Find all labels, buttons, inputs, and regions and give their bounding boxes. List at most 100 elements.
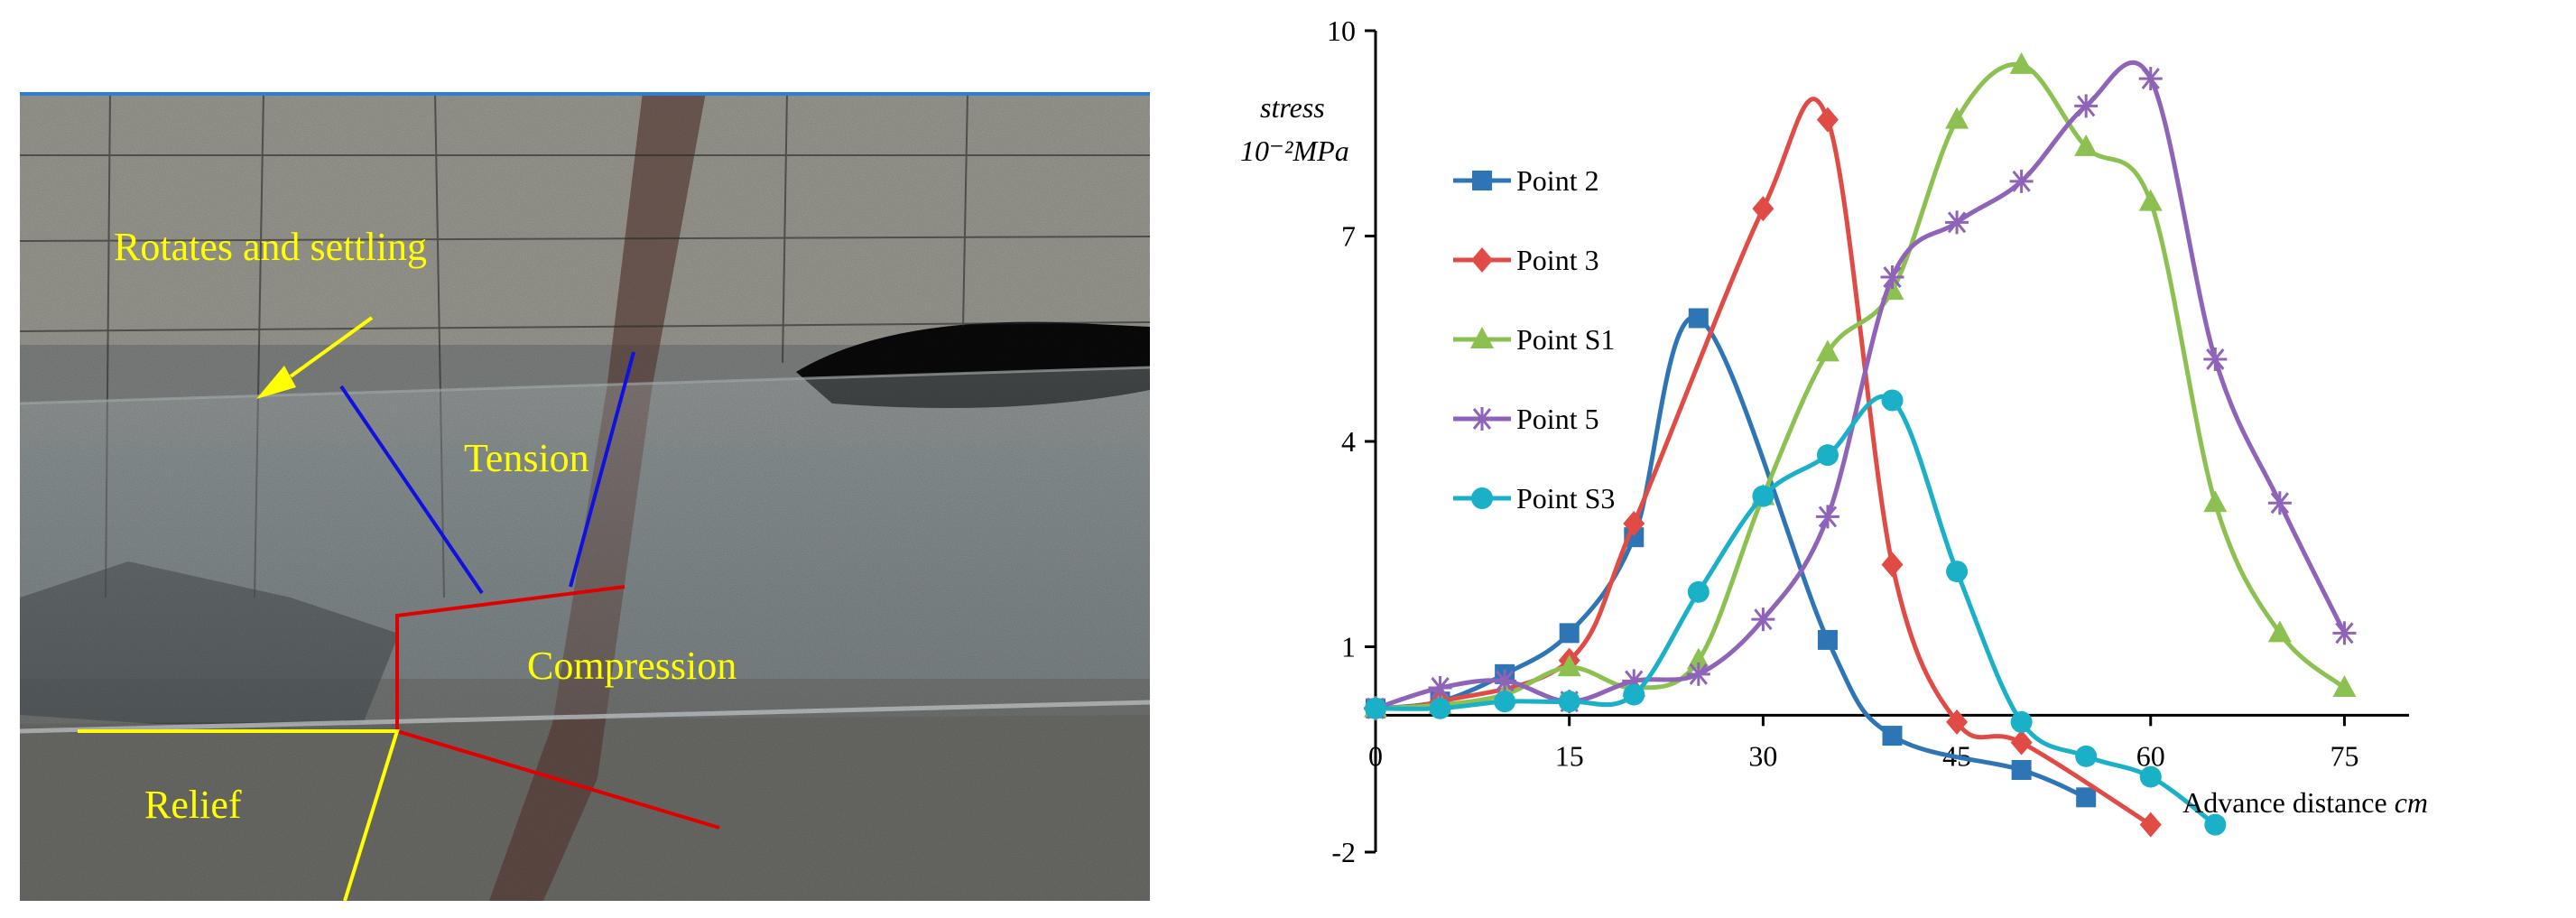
- data-point: [2074, 94, 2099, 118]
- data-point: [2010, 729, 2033, 756]
- x-tick-label: 15: [1555, 739, 1584, 772]
- data-point: [1686, 647, 1710, 670]
- x-tick-label: 75: [2330, 739, 2358, 772]
- legend-entry: Point 2: [1453, 164, 1599, 197]
- legend-swatch-marker: [1471, 247, 1493, 273]
- y-axis-title-line1: stress: [1260, 91, 1325, 124]
- chart-series: [1364, 51, 2357, 838]
- data-point: [2332, 675, 2357, 697]
- x-tick-label: 0: [1368, 739, 1383, 772]
- data-point: [1882, 726, 1903, 746]
- legend-label: Point 2: [1516, 164, 1599, 197]
- data-point: [2009, 51, 2034, 74]
- data-point: [2332, 621, 2357, 645]
- data-point: [1428, 676, 1452, 700]
- y-axis-title-line2: 10⁻²MPa: [1240, 134, 1349, 167]
- data-point: [1429, 697, 1451, 719]
- relief-yellow-lines: [78, 729, 400, 901]
- data-point: [1816, 107, 1839, 133]
- legend-entry: Point 3: [1453, 244, 1599, 276]
- rotation-arrow-head: [256, 366, 296, 399]
- data-point: [2010, 710, 2033, 733]
- legend-entry: Point 5: [1453, 403, 1599, 435]
- data-point: [1881, 552, 1904, 578]
- compression-red-lines: [395, 585, 720, 830]
- data-point: [1816, 444, 1839, 467]
- data-point: [1623, 683, 1645, 706]
- x-axis-title: Advance distance cm: [2182, 786, 2428, 819]
- data-point: [1494, 691, 1516, 713]
- data-point: [1752, 485, 1774, 507]
- tension-blue-lines: [339, 385, 484, 595]
- legend-swatch-marker: [1470, 407, 1494, 431]
- data-point: [2009, 169, 2034, 193]
- legend-swatch-marker: [1470, 327, 1494, 348]
- x-axis-title-text: Advance distance: [2182, 786, 2395, 819]
- chart-legend: Point 2 Point 3 Point S1 Point 5 Point S3: [1453, 164, 1615, 515]
- data-point: [2267, 491, 2292, 515]
- series-point-3: [1365, 97, 2162, 838]
- data-point: [2011, 760, 2032, 780]
- legend-entry: Point S1: [1453, 323, 1615, 356]
- data-point: [1558, 691, 1580, 713]
- data-point: [1880, 265, 1904, 289]
- rotation-arrow-line: [289, 316, 374, 378]
- label-relief: Relief: [144, 783, 242, 827]
- data-point: [1946, 561, 1969, 583]
- label-rotates-settling: Rotates and settling: [114, 225, 427, 269]
- series-point-5: [1364, 60, 2357, 720]
- data-point: [1945, 210, 1969, 235]
- data-point: [2203, 348, 2228, 371]
- y-tick-label: 7: [1341, 220, 1356, 253]
- data-point: [2074, 134, 2099, 156]
- data-point: [1815, 339, 1839, 362]
- legend-entry: Point S3: [1453, 482, 1615, 515]
- data-point: [1686, 662, 1710, 686]
- data-point: [1881, 389, 1904, 412]
- x-axis-title-unit: cm: [2395, 786, 2428, 819]
- label-tension: Tension: [464, 436, 589, 480]
- series-line: [1375, 60, 2347, 711]
- legend-label: Point S3: [1516, 482, 1615, 515]
- data-point: [1752, 196, 1774, 222]
- legend-label: Point S1: [1516, 323, 1615, 356]
- series-point-s3: [1365, 389, 2227, 836]
- data-point: [2139, 765, 2162, 788]
- data-point: [2139, 811, 2162, 838]
- data-point: [1687, 580, 1710, 603]
- legend-swatch-marker: [1472, 171, 1492, 190]
- data-point: [1623, 511, 1645, 536]
- label-compression: Compression: [527, 644, 737, 688]
- series-point-2: [1366, 308, 2097, 808]
- data-point: [1815, 505, 1839, 529]
- data-point: [2138, 189, 2163, 211]
- data-point: [1557, 654, 1581, 677]
- data-point: [1946, 709, 1969, 735]
- y-tick-label: 1: [1341, 631, 1356, 663]
- data-point: [1751, 607, 1775, 632]
- data-point: [1817, 629, 1838, 650]
- data-point: [2267, 620, 2292, 643]
- data-point: [2203, 490, 2228, 513]
- data-point: [2138, 67, 2163, 91]
- data-point: [1493, 669, 1517, 693]
- data-point: [1559, 623, 1580, 644]
- legend-label: Point 5: [1516, 403, 1599, 435]
- y-tick-label: 4: [1341, 425, 1356, 458]
- data-point: [1365, 697, 1386, 719]
- y-tick-label: 10: [1327, 14, 1356, 47]
- legend-label: Point 3: [1516, 244, 1599, 276]
- x-tick-label: 30: [1748, 739, 1777, 772]
- tension-blue-lines-right: [569, 351, 635, 588]
- legend-swatch-marker: [1471, 487, 1493, 509]
- y-tick-label: -2: [1331, 836, 1356, 868]
- data-point: [2076, 787, 2097, 808]
- data-point: [1945, 107, 1969, 129]
- model-photo: Rotates and settling Tension Compression…: [20, 92, 1150, 901]
- series-line: [1375, 314, 2088, 800]
- data-point: [2204, 813, 2227, 836]
- data-point: [1688, 308, 1709, 329]
- data-point: [2075, 745, 2098, 767]
